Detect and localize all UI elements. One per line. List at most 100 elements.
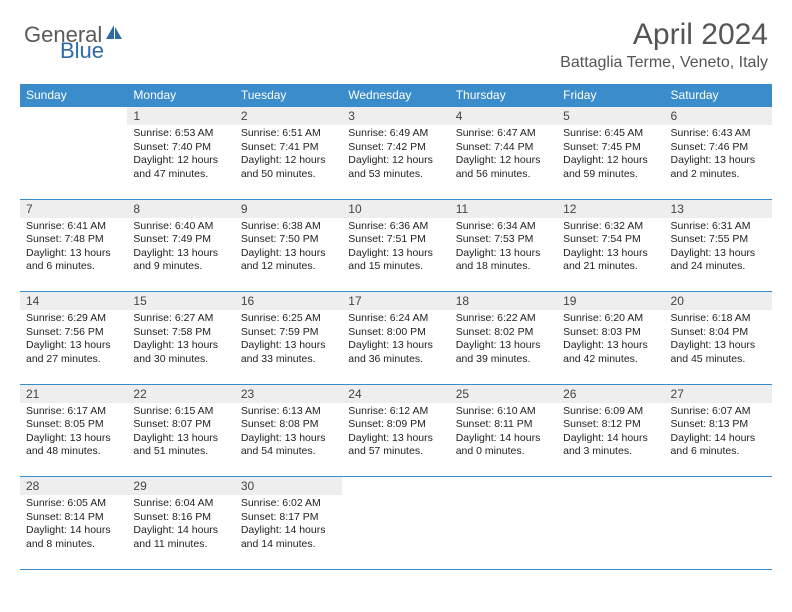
day-content-cell: Sunrise: 6:41 AMSunset: 7:48 PMDaylight:… [20, 218, 127, 292]
day-number: 17 [342, 292, 449, 310]
day-content-cell: Sunrise: 6:38 AMSunset: 7:50 PMDaylight:… [235, 218, 342, 292]
day-number-cell: 21 [20, 384, 127, 403]
day-number-cell: 25 [450, 384, 557, 403]
weekday-header: Tuesday [235, 84, 342, 107]
day-details: Sunrise: 6:07 AMSunset: 8:13 PMDaylight:… [665, 403, 772, 464]
day-content-cell: Sunrise: 6:15 AMSunset: 8:07 PMDaylight:… [127, 403, 234, 477]
day-number-cell: 5 [557, 107, 664, 126]
day-number: 2 [235, 107, 342, 125]
weekday-header: Sunday [20, 84, 127, 107]
day-content-cell: Sunrise: 6:25 AMSunset: 7:59 PMDaylight:… [235, 310, 342, 384]
day-number-cell: 10 [342, 199, 449, 218]
title-block: April 2024 Battaglia Terme, Veneto, Ital… [560, 18, 768, 72]
day-number: 20 [665, 292, 772, 310]
day-content-cell: Sunrise: 6:31 AMSunset: 7:55 PMDaylight:… [665, 218, 772, 292]
day-number: 28 [20, 477, 127, 495]
day-content-cell [342, 495, 449, 569]
day-details: Sunrise: 6:53 AMSunset: 7:40 PMDaylight:… [127, 125, 234, 186]
day-content-cell: Sunrise: 6:43 AMSunset: 7:46 PMDaylight:… [665, 125, 772, 199]
day-number-cell: 22 [127, 384, 234, 403]
day-number-cell: 7 [20, 199, 127, 218]
day-number: 30 [235, 477, 342, 495]
day-number: 14 [20, 292, 127, 310]
day-details: Sunrise: 6:15 AMSunset: 8:07 PMDaylight:… [127, 403, 234, 464]
day-details: Sunrise: 6:04 AMSunset: 8:16 PMDaylight:… [127, 495, 234, 556]
day-number-cell: 17 [342, 292, 449, 311]
day-details: Sunrise: 6:20 AMSunset: 8:03 PMDaylight:… [557, 310, 664, 371]
weekday-header: Friday [557, 84, 664, 107]
day-number: 27 [665, 385, 772, 403]
day-number-cell: 20 [665, 292, 772, 311]
day-content-cell: Sunrise: 6:07 AMSunset: 8:13 PMDaylight:… [665, 403, 772, 477]
day-number: 4 [450, 107, 557, 125]
day-number-cell: 1 [127, 107, 234, 126]
day-number: 22 [127, 385, 234, 403]
day-number-cell: 12 [557, 199, 664, 218]
day-number-cell: 15 [127, 292, 234, 311]
day-details: Sunrise: 6:09 AMSunset: 8:12 PMDaylight:… [557, 403, 664, 464]
weekday-header: Thursday [450, 84, 557, 107]
day-number: 23 [235, 385, 342, 403]
day-content-cell: Sunrise: 6:36 AMSunset: 7:51 PMDaylight:… [342, 218, 449, 292]
day-details: Sunrise: 6:27 AMSunset: 7:58 PMDaylight:… [127, 310, 234, 371]
day-details: Sunrise: 6:36 AMSunset: 7:51 PMDaylight:… [342, 218, 449, 279]
day-number-cell: 4 [450, 107, 557, 126]
day-number-cell: 8 [127, 199, 234, 218]
day-details: Sunrise: 6:47 AMSunset: 7:44 PMDaylight:… [450, 125, 557, 186]
day-content-cell: Sunrise: 6:51 AMSunset: 7:41 PMDaylight:… [235, 125, 342, 199]
day-number-cell: 23 [235, 384, 342, 403]
day-details: Sunrise: 6:49 AMSunset: 7:42 PMDaylight:… [342, 125, 449, 186]
day-number: 6 [665, 107, 772, 125]
day-content-cell: Sunrise: 6:49 AMSunset: 7:42 PMDaylight:… [342, 125, 449, 199]
day-number: 19 [557, 292, 664, 310]
day-number: 24 [342, 385, 449, 403]
day-details: Sunrise: 6:22 AMSunset: 8:02 PMDaylight:… [450, 310, 557, 371]
day-number: 13 [665, 200, 772, 218]
day-details: Sunrise: 6:31 AMSunset: 7:55 PMDaylight:… [665, 218, 772, 279]
day-number-cell: 2 [235, 107, 342, 126]
day-number-cell: 6 [665, 107, 772, 126]
weekday-header: Wednesday [342, 84, 449, 107]
day-details: Sunrise: 6:13 AMSunset: 8:08 PMDaylight:… [235, 403, 342, 464]
day-number: 29 [127, 477, 234, 495]
day-content-cell: Sunrise: 6:47 AMSunset: 7:44 PMDaylight:… [450, 125, 557, 199]
day-content-cell: Sunrise: 6:34 AMSunset: 7:53 PMDaylight:… [450, 218, 557, 292]
day-details: Sunrise: 6:29 AMSunset: 7:56 PMDaylight:… [20, 310, 127, 371]
day-content-cell [20, 125, 127, 199]
day-details: Sunrise: 6:41 AMSunset: 7:48 PMDaylight:… [20, 218, 127, 279]
day-number-cell: 19 [557, 292, 664, 311]
day-number-cell: 9 [235, 199, 342, 218]
day-content-cell: Sunrise: 6:22 AMSunset: 8:02 PMDaylight:… [450, 310, 557, 384]
logo-sail-icon [104, 23, 124, 46]
day-content-cell: Sunrise: 6:12 AMSunset: 8:09 PMDaylight:… [342, 403, 449, 477]
day-content-cell: Sunrise: 6:04 AMSunset: 8:16 PMDaylight:… [127, 495, 234, 569]
day-details: Sunrise: 6:45 AMSunset: 7:45 PMDaylight:… [557, 125, 664, 186]
day-number-cell [450, 477, 557, 496]
day-number-cell [20, 107, 127, 126]
month-title: April 2024 [560, 18, 768, 52]
day-content-cell: Sunrise: 6:05 AMSunset: 8:14 PMDaylight:… [20, 495, 127, 569]
day-content-cell: Sunrise: 6:45 AMSunset: 7:45 PMDaylight:… [557, 125, 664, 199]
day-content-cell: Sunrise: 6:09 AMSunset: 8:12 PMDaylight:… [557, 403, 664, 477]
day-number: 25 [450, 385, 557, 403]
day-number-cell [342, 477, 449, 496]
day-number: 9 [235, 200, 342, 218]
day-content-cell: Sunrise: 6:29 AMSunset: 7:56 PMDaylight:… [20, 310, 127, 384]
day-number-cell: 14 [20, 292, 127, 311]
weekday-header: Saturday [665, 84, 772, 107]
day-content-cell: Sunrise: 6:18 AMSunset: 8:04 PMDaylight:… [665, 310, 772, 384]
logo-text-2: Blue [60, 38, 104, 63]
day-content-cell: Sunrise: 6:27 AMSunset: 7:58 PMDaylight:… [127, 310, 234, 384]
day-number-cell: 30 [235, 477, 342, 496]
day-content-cell: Sunrise: 6:40 AMSunset: 7:49 PMDaylight:… [127, 218, 234, 292]
day-number-cell: 3 [342, 107, 449, 126]
day-content-cell [557, 495, 664, 569]
day-details: Sunrise: 6:24 AMSunset: 8:00 PMDaylight:… [342, 310, 449, 371]
day-content-cell: Sunrise: 6:02 AMSunset: 8:17 PMDaylight:… [235, 495, 342, 569]
day-content-cell: Sunrise: 6:32 AMSunset: 7:54 PMDaylight:… [557, 218, 664, 292]
day-details: Sunrise: 6:18 AMSunset: 8:04 PMDaylight:… [665, 310, 772, 371]
day-content-cell: Sunrise: 6:24 AMSunset: 8:00 PMDaylight:… [342, 310, 449, 384]
day-number-cell: 29 [127, 477, 234, 496]
day-details: Sunrise: 6:17 AMSunset: 8:05 PMDaylight:… [20, 403, 127, 464]
day-number-cell: 13 [665, 199, 772, 218]
